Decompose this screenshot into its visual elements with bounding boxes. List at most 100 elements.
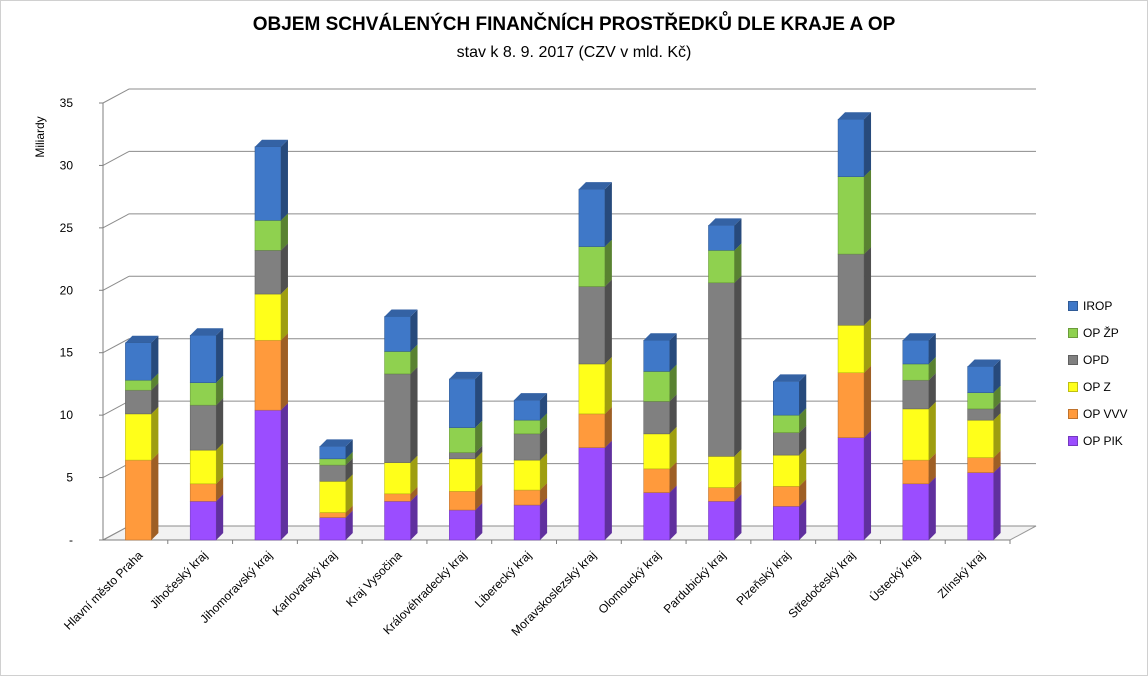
bar-front xyxy=(837,253,865,326)
bar-side xyxy=(864,318,872,373)
bar-front xyxy=(708,487,735,502)
bar-side xyxy=(151,383,159,414)
bar-front xyxy=(837,118,865,177)
bar-side xyxy=(280,213,288,251)
bar-front xyxy=(708,282,735,457)
bar-side xyxy=(799,408,807,433)
bar-segment xyxy=(902,476,936,541)
legend-swatch xyxy=(1068,354,1078,365)
bar-side xyxy=(734,494,742,540)
bar-front xyxy=(513,489,541,506)
bar-side xyxy=(799,425,807,456)
bar-side xyxy=(345,451,353,466)
bar-front xyxy=(643,433,670,470)
bar-front xyxy=(319,464,346,482)
bar-top xyxy=(643,333,677,341)
bar-front xyxy=(384,351,411,375)
bar-side xyxy=(669,364,677,402)
bar-front xyxy=(708,225,735,251)
bar-front xyxy=(189,501,217,541)
gridline-diagonal xyxy=(102,213,130,229)
bar-front xyxy=(578,188,606,247)
bar-front xyxy=(578,447,606,541)
bar-side xyxy=(280,139,288,221)
gridline-diagonal xyxy=(102,525,130,541)
bar-front xyxy=(513,433,541,461)
bar-segment xyxy=(708,218,742,251)
bar-side xyxy=(345,510,353,540)
bar-segment xyxy=(125,335,159,381)
bar-top xyxy=(773,374,807,382)
legend: IROP OP ŽP OPD OP Z OP VVV OP PIK xyxy=(1068,292,1140,454)
bar-front xyxy=(708,456,735,488)
bar-top xyxy=(514,393,548,401)
bar-side xyxy=(475,445,483,459)
bar-front xyxy=(643,492,670,541)
bar-segment xyxy=(449,371,483,428)
gridline-diagonal xyxy=(102,275,130,291)
bar-front xyxy=(254,339,282,411)
bar-segment xyxy=(837,169,872,255)
bar-front xyxy=(513,459,541,491)
bar-front xyxy=(773,381,800,416)
bar-segment xyxy=(384,309,418,352)
bar-front xyxy=(384,316,411,352)
bar-front xyxy=(773,454,800,487)
bar-side xyxy=(280,287,288,341)
bar-front xyxy=(384,493,411,502)
x-tick-label: Jihomoravský kraj xyxy=(197,548,275,626)
bar-front xyxy=(189,449,217,485)
bar-side xyxy=(280,333,288,411)
bar-front xyxy=(319,481,346,513)
bar-top xyxy=(578,182,612,190)
bar-side xyxy=(151,335,159,381)
bar-segment xyxy=(708,449,742,488)
bar-side xyxy=(993,465,1001,540)
bar-side xyxy=(216,443,224,484)
plot-walls xyxy=(102,525,1037,541)
bar-front xyxy=(773,414,800,433)
x-tick-label: Pardubický kraj xyxy=(661,548,729,616)
bar-side xyxy=(345,439,353,459)
bar-segment xyxy=(773,374,807,416)
bar-front xyxy=(513,419,541,435)
bar-segment xyxy=(837,112,872,177)
y-tick-label: 5 xyxy=(66,471,73,485)
bar-top xyxy=(384,309,418,317)
gridlines xyxy=(102,88,1036,541)
bar-segment xyxy=(837,318,872,373)
legend-item: OP ŽP xyxy=(1068,319,1140,346)
bar-front xyxy=(319,512,346,518)
bar-side xyxy=(216,375,224,406)
legend-swatch xyxy=(1068,408,1078,419)
bar-side xyxy=(799,448,807,487)
x-tick-label: Kraj Vysočina xyxy=(343,548,405,610)
x-tick-label: Jihočeský kraj xyxy=(147,548,210,611)
bar-side xyxy=(216,328,224,383)
bar-front xyxy=(902,408,930,461)
bar-side xyxy=(669,426,677,469)
x-tick-label: Hlavní město Praha xyxy=(61,548,146,633)
bar-top xyxy=(838,112,872,120)
bar-side xyxy=(540,413,548,434)
bar-front xyxy=(319,517,346,541)
bar-side xyxy=(604,239,612,287)
bar-side xyxy=(280,403,288,540)
bar-side xyxy=(345,458,353,482)
bar-side xyxy=(993,413,1001,458)
bar-side xyxy=(669,333,677,372)
bar-front xyxy=(578,286,606,365)
legend-swatch xyxy=(1068,327,1078,338)
bar-side xyxy=(928,453,936,484)
bar-top xyxy=(254,139,288,147)
bar-side xyxy=(410,344,418,374)
bar-side xyxy=(540,453,548,491)
bar-side xyxy=(734,275,742,457)
bar-front xyxy=(837,324,865,373)
legend-item: IROP xyxy=(1068,292,1140,319)
x-tick-label: Karlovarský kraj xyxy=(270,548,340,618)
x-tick-label: Olomoucký kraj xyxy=(595,548,663,616)
bar-top xyxy=(708,218,742,226)
bar-segment xyxy=(125,453,159,541)
bar-front xyxy=(449,378,476,428)
